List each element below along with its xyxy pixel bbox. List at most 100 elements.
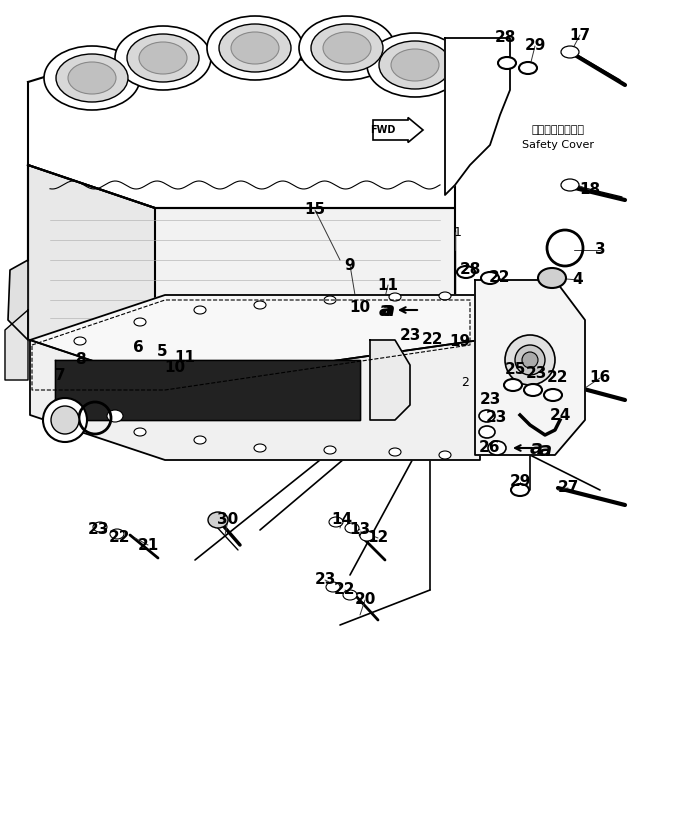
Polygon shape [30,295,480,385]
Text: 18: 18 [580,182,601,197]
Ellipse shape [329,517,343,527]
Ellipse shape [299,16,395,80]
Polygon shape [445,38,510,195]
Text: 29: 29 [510,474,531,489]
Ellipse shape [343,590,357,600]
Ellipse shape [44,46,140,110]
Text: 4: 4 [573,273,584,288]
Ellipse shape [479,426,495,438]
Ellipse shape [360,531,374,541]
Ellipse shape [439,451,451,459]
Ellipse shape [488,441,506,455]
Text: 7: 7 [55,368,65,383]
Text: 23: 23 [399,328,421,343]
Text: 30: 30 [217,513,238,527]
Text: 12: 12 [367,531,388,546]
Text: 26: 26 [479,440,501,455]
Ellipse shape [522,352,538,368]
Text: セーフティカバー: セーフティカバー [532,125,584,135]
Ellipse shape [323,32,371,64]
Text: FWD: FWD [371,125,396,135]
Text: 1: 1 [454,225,462,239]
Text: 16: 16 [589,370,610,385]
Text: 13: 13 [349,522,371,537]
Ellipse shape [93,522,107,532]
Ellipse shape [524,384,542,396]
Text: 22: 22 [422,333,444,348]
Text: 29: 29 [524,38,546,53]
Ellipse shape [561,46,579,58]
Text: 25: 25 [504,363,525,378]
Text: 15: 15 [304,202,325,217]
Ellipse shape [231,32,279,64]
Ellipse shape [367,33,463,97]
Text: 8: 8 [75,353,86,368]
Text: 10: 10 [164,360,186,375]
Text: 22: 22 [489,270,511,285]
Text: 10: 10 [349,300,371,315]
Ellipse shape [56,54,128,102]
Ellipse shape [479,410,495,422]
Ellipse shape [107,410,123,422]
Text: 11: 11 [377,278,399,293]
Text: a: a [530,438,543,458]
Polygon shape [370,340,410,420]
Ellipse shape [127,34,199,82]
Ellipse shape [254,301,266,309]
Bar [50,406,80,434]
Ellipse shape [254,444,266,452]
Ellipse shape [208,512,228,528]
Text: 23: 23 [87,522,109,537]
Ellipse shape [519,62,537,74]
Ellipse shape [43,398,87,442]
Ellipse shape [194,306,206,314]
Ellipse shape [389,293,401,301]
Text: 23: 23 [485,410,507,425]
Text: 24: 24 [549,409,571,423]
Ellipse shape [139,42,187,74]
Ellipse shape [51,406,79,434]
Ellipse shape [207,16,303,80]
Text: 21: 21 [138,537,159,552]
FancyArrow shape [373,117,423,142]
Ellipse shape [391,49,439,81]
Polygon shape [30,340,480,460]
Ellipse shape [504,379,522,391]
Ellipse shape [515,345,545,375]
Text: 23: 23 [479,393,501,408]
Text: 19: 19 [449,334,471,349]
Text: 5: 5 [157,344,167,359]
Ellipse shape [561,179,579,191]
Text: 20: 20 [354,592,375,607]
Polygon shape [8,260,28,340]
Text: 6: 6 [133,340,143,355]
Ellipse shape [538,268,566,288]
Ellipse shape [74,337,86,345]
Ellipse shape [311,24,383,72]
Ellipse shape [439,292,451,300]
Ellipse shape [134,318,146,326]
Ellipse shape [544,389,562,401]
Text: 22: 22 [109,531,131,546]
Ellipse shape [324,446,336,454]
Ellipse shape [379,41,451,89]
Ellipse shape [74,411,86,419]
Text: 17: 17 [569,27,590,42]
Text: 9: 9 [345,257,356,273]
Polygon shape [28,165,155,385]
Ellipse shape [68,62,116,94]
Ellipse shape [481,272,499,284]
Text: 3: 3 [595,242,606,257]
Text: 2: 2 [461,375,469,389]
Polygon shape [475,280,585,455]
Text: 22: 22 [334,582,356,597]
Polygon shape [5,310,28,380]
Text: 27: 27 [558,481,579,496]
Text: 22: 22 [547,370,569,385]
Ellipse shape [457,266,475,278]
Ellipse shape [389,448,401,456]
Ellipse shape [134,428,146,436]
Ellipse shape [115,26,211,90]
Text: 14: 14 [332,513,353,527]
Text: 28: 28 [495,31,516,46]
